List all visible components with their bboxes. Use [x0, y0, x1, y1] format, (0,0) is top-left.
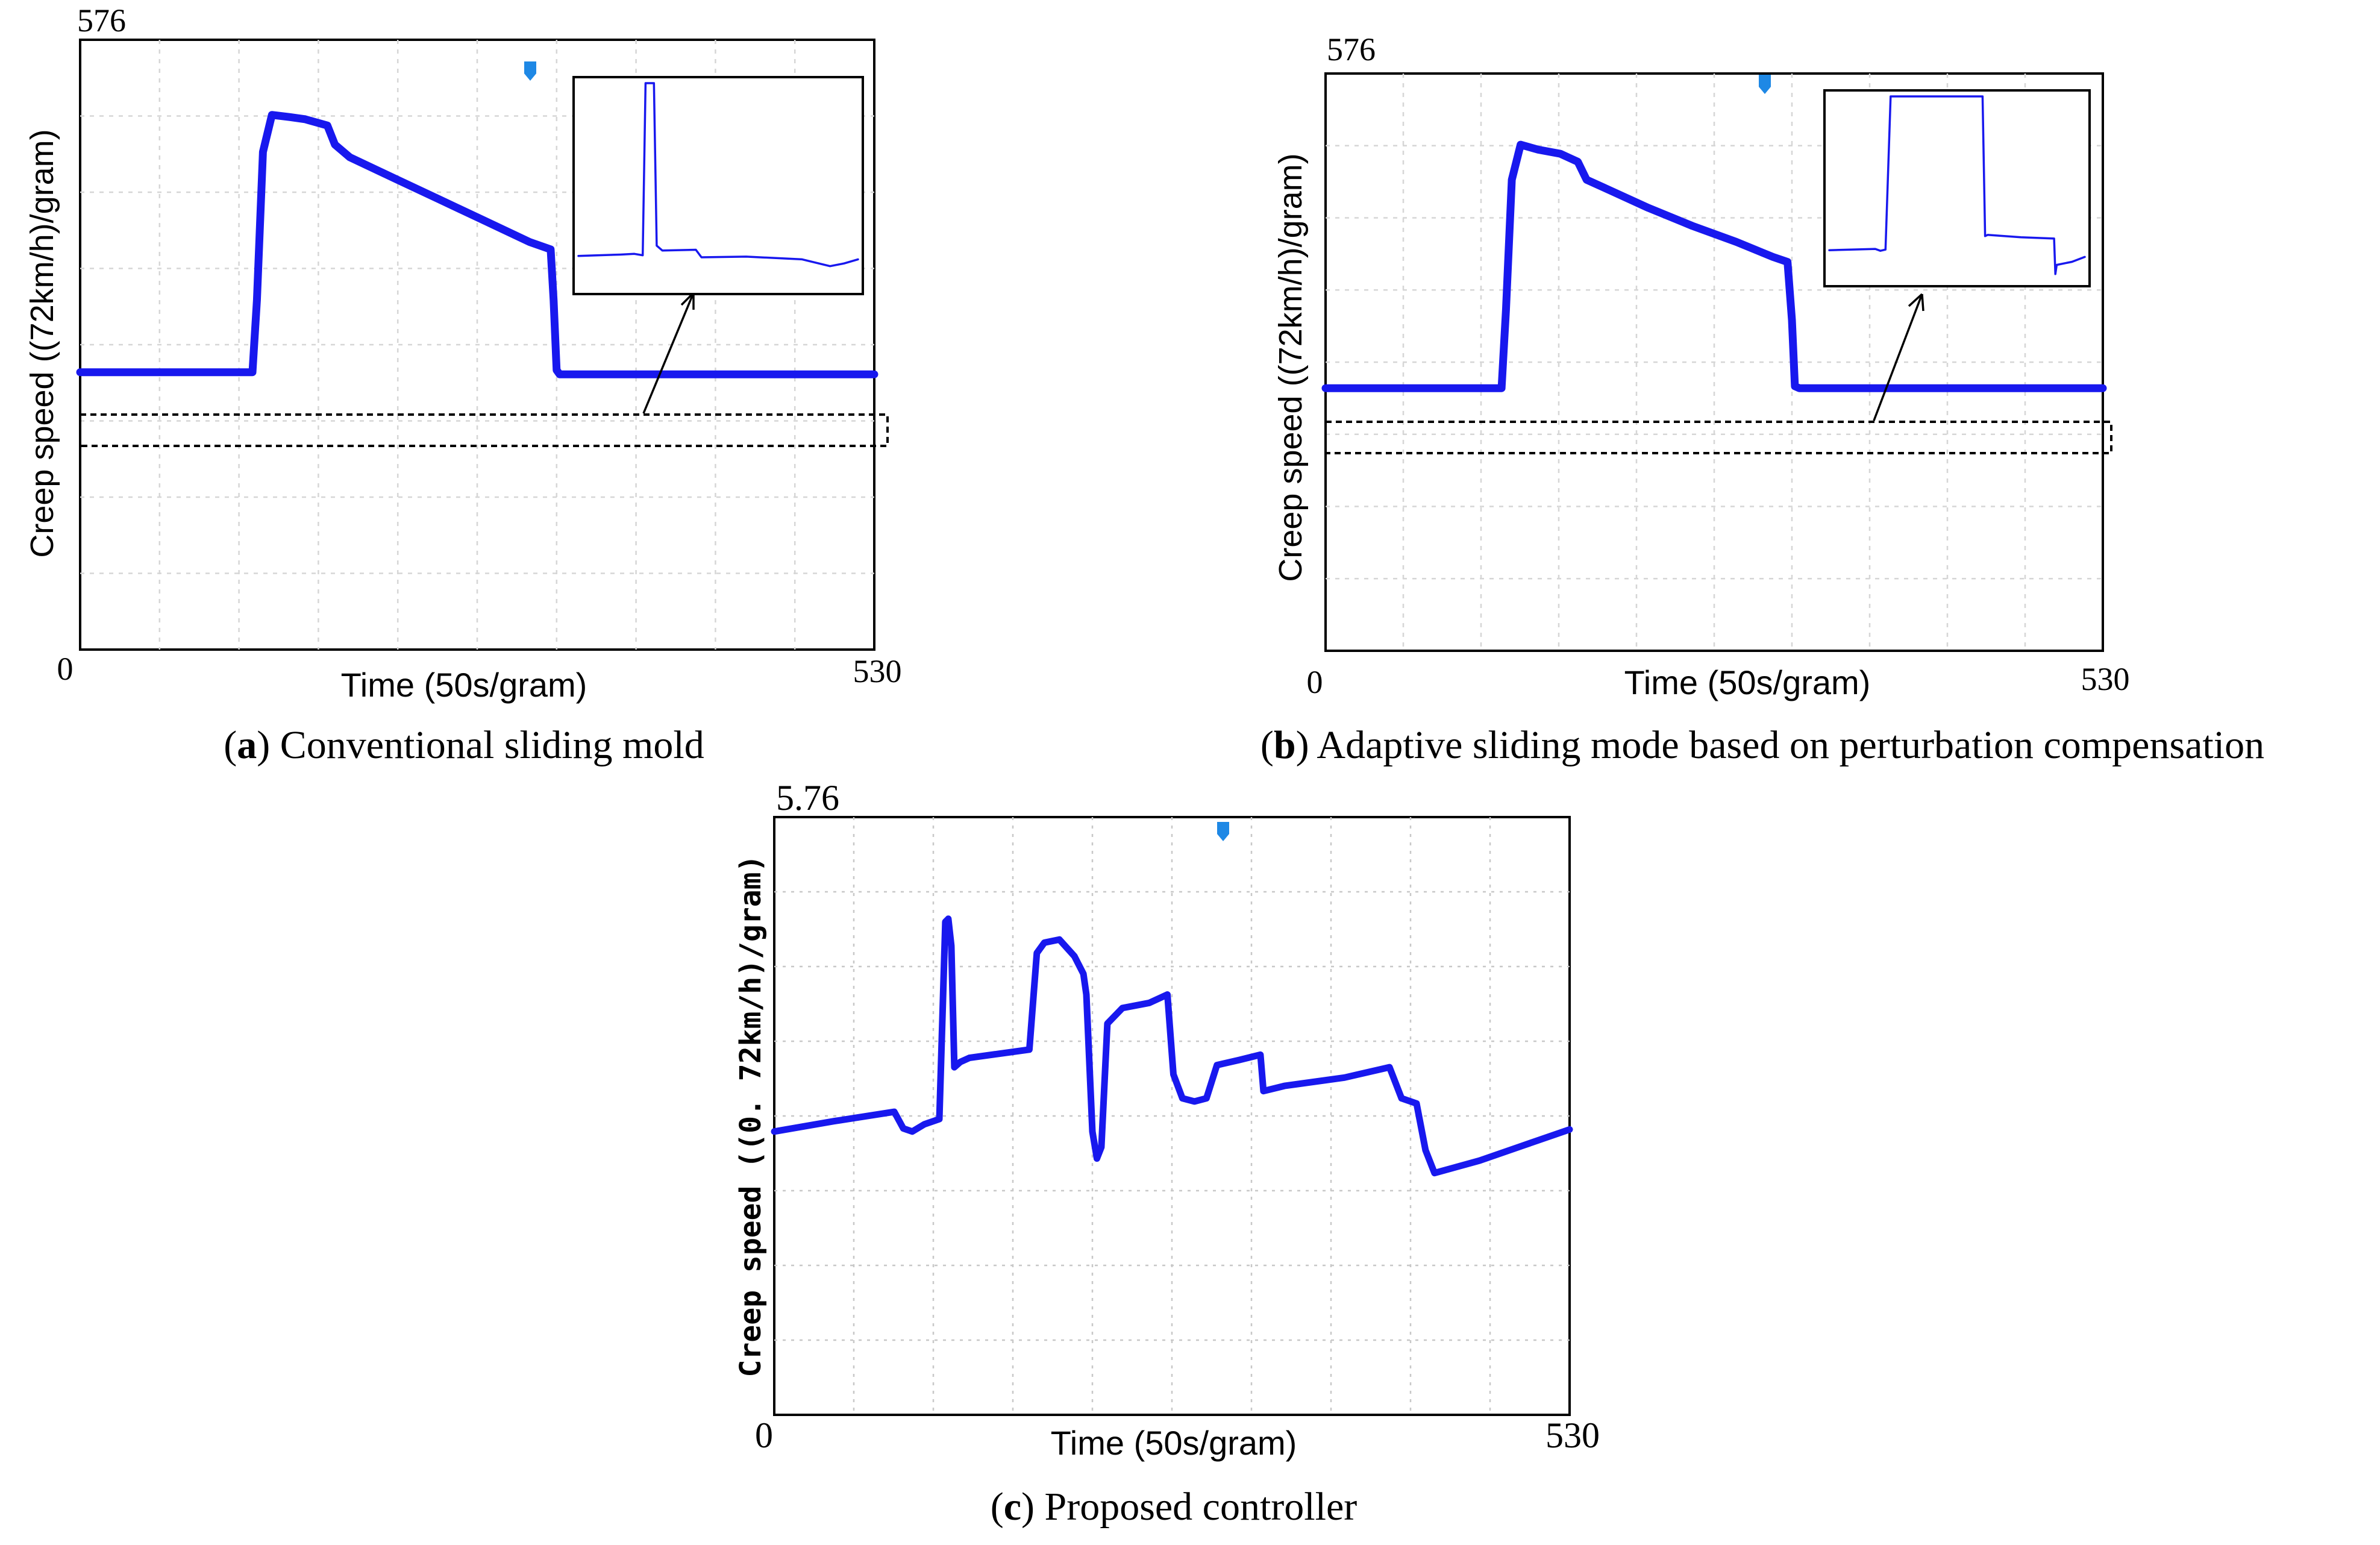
trigger-marker-icon — [1217, 822, 1229, 841]
y-max-label: 576 — [77, 2, 126, 39]
x-max-label: 530 — [1545, 1415, 1600, 1455]
series-line — [1321, 140, 2107, 392]
arrowhead-icon — [1908, 293, 1924, 312]
y-max-label: 5.76 — [776, 778, 839, 818]
inset-panel — [1823, 89, 2091, 287]
x-min-label: 0 — [755, 1415, 773, 1455]
caption-text: Adaptive sliding mode based on perturbat… — [1309, 723, 2265, 767]
inset-series-line — [1828, 95, 2086, 275]
caption-letter: a — [237, 723, 257, 767]
trigger-marker-icon — [1759, 75, 1771, 94]
grid — [1326, 74, 2103, 651]
caption-letter: b — [1274, 723, 1296, 767]
panel-b: 576 0 530 Time (50s/gram) Creep speed ((… — [1260, 31, 2264, 767]
grid — [80, 40, 874, 650]
series-line — [76, 111, 878, 378]
plot-area — [771, 915, 1573, 1177]
caption-a: (a) Conventional sliding mold — [224, 723, 704, 767]
plot-area — [76, 111, 878, 378]
trigger-marker-icon — [524, 61, 536, 81]
caption-b: (b) Adaptive sliding mode based on pertu… — [1260, 723, 2264, 767]
inset-panel — [572, 76, 864, 295]
inset-series-line — [577, 82, 859, 268]
panel-a: 576 0 530 Time (50s/gram) Creep speed ((… — [24, 2, 902, 767]
x-axis-title: Time (50s/gram) — [1051, 1424, 1297, 1462]
y-max-label: 576 — [1327, 31, 1376, 67]
caption-text: Proposed controller — [1035, 1485, 1357, 1529]
x-max-label: 530 — [2081, 661, 2130, 697]
panel-c: 5.76 0 530 Time (50s/gram) Creep speed (… — [734, 778, 1600, 1529]
plot-area — [1321, 140, 2107, 392]
caption-text: Conventional sliding mold — [270, 723, 704, 767]
inset-plot — [577, 82, 859, 268]
inset-plot — [1828, 95, 2086, 275]
x-min-label: 0 — [57, 651, 74, 687]
x-min-label: 0 — [1307, 664, 1323, 700]
series-line — [771, 915, 1573, 1177]
x-axis-title: Time (50s/gram) — [341, 666, 587, 704]
y-axis-title: Creep speed ((0. 72km/h)/gram) — [734, 855, 768, 1377]
caption-letter: c — [1004, 1485, 1021, 1529]
caption-c: (c) Proposed controller — [991, 1485, 1358, 1529]
y-axis-title: Creep speed ((72km/h)/gram) — [1273, 153, 1309, 581]
zoom-region-box — [79, 413, 889, 447]
zoom-arrow — [1873, 293, 1923, 421]
x-axis-title: Time (50s/gram) — [1624, 663, 1871, 701]
zoom-region-box — [1324, 421, 2112, 454]
zoom-arrow — [642, 292, 695, 414]
x-max-label: 530 — [853, 653, 902, 689]
y-axis-title: Creep speed ((72km/h)/gram) — [24, 129, 60, 557]
